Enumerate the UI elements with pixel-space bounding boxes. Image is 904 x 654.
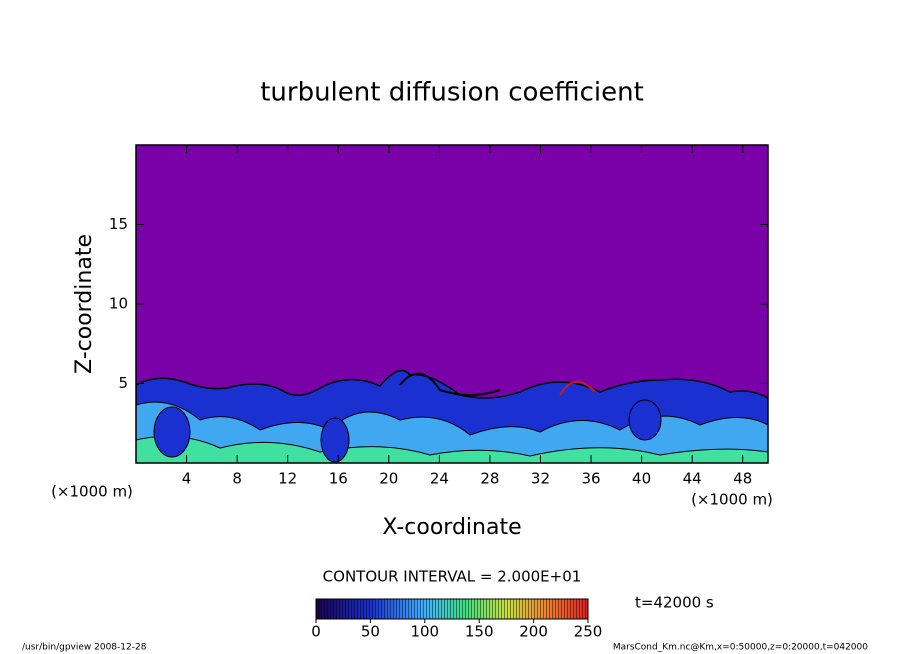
y-axis-label: Z-coordinate xyxy=(72,234,97,374)
colorbar-frame xyxy=(315,598,589,620)
x-axis-label: X-coordinate xyxy=(382,515,521,540)
time-label: t=42000 s xyxy=(635,594,714,612)
y-tick-label: 10 xyxy=(109,295,128,313)
x-unit: (×1000 m) xyxy=(691,491,773,509)
contour-interval: CONTOUR INTERVAL = 2.000E+01 xyxy=(323,568,582,586)
y-tick-label: 15 xyxy=(109,215,128,233)
x-tick-label: 8 xyxy=(232,470,242,488)
footer-left: /usr/bin/gpview 2008-12-28 xyxy=(22,643,147,653)
x-tick-label: 24 xyxy=(430,470,449,488)
y-tick-label: 5 xyxy=(118,374,128,392)
x-tick-label: 44 xyxy=(683,470,702,488)
y-unit: (×1000 m) xyxy=(51,483,133,501)
colorbar-tick-label: 250 xyxy=(574,623,603,641)
colorbar-tick-label: 150 xyxy=(465,623,494,641)
x-tick-label: 20 xyxy=(379,470,398,488)
x-tick-label: 4 xyxy=(182,470,192,488)
x-tick-label: 36 xyxy=(581,470,600,488)
x-tick-label: 40 xyxy=(632,470,651,488)
x-tick-label: 16 xyxy=(329,470,348,488)
colorbar-tick-label: 100 xyxy=(410,623,439,641)
x-tick-label: 32 xyxy=(531,470,550,488)
footer-right: MarsCond_Km.nc@Km,x=0:50000,z=0:20000,t=… xyxy=(613,643,868,653)
colorbar-tick-label: 0 xyxy=(311,623,321,641)
x-tick-label: 48 xyxy=(733,470,752,488)
chart-title: turbulent diffusion coefficient xyxy=(260,78,644,108)
contour-field xyxy=(136,145,768,463)
x-tick-label: 12 xyxy=(278,470,297,488)
x-tick-label: 28 xyxy=(480,470,499,488)
colorbar-tick-label: 50 xyxy=(361,623,380,641)
colorbar-tick-label: 200 xyxy=(519,623,548,641)
